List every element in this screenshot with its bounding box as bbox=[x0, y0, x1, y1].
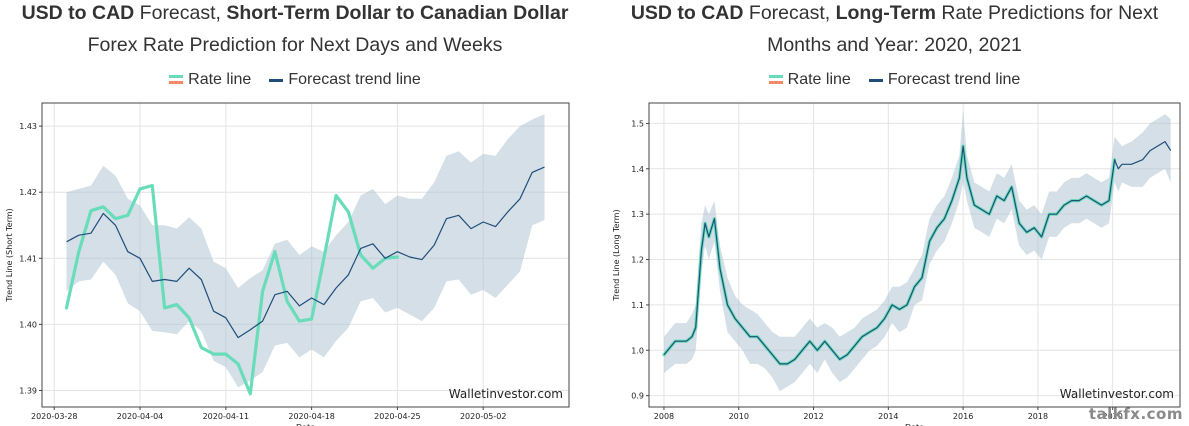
rate-line bbox=[64, 184, 399, 396]
y-axis-label: Trend Line (Long Term) bbox=[612, 209, 621, 301]
x-tick-label: 2020-04-25 bbox=[374, 412, 421, 421]
x-tick-label: 2008 bbox=[654, 412, 674, 421]
rate-line-swatch bbox=[768, 74, 783, 86]
y-tick-label: 1.43 bbox=[19, 122, 37, 131]
x-axis-label: Date bbox=[905, 423, 924, 426]
y-tick-label: 1.1 bbox=[631, 301, 644, 310]
site-watermark: talkfx.com bbox=[1088, 405, 1183, 423]
short-term-plot: 1.39 1.40 1.41 1.42 1.43 2020-03-28 2020-04-04… bbox=[5, 102, 570, 426]
legend-rate-line[interactable]: Rate line bbox=[169, 71, 251, 89]
rate-line-swatch bbox=[169, 74, 184, 86]
y-tick-label: 1.40 bbox=[19, 320, 37, 329]
x-tick-label: 2016 bbox=[953, 412, 973, 421]
trend-line-swatch bbox=[868, 74, 883, 86]
long-chart-title-line2: Months and Year: 2020, 2021 bbox=[767, 34, 1022, 56]
x-tick-label: 2020-04-11 bbox=[203, 412, 250, 421]
x-tick-label: 2020-03-28 bbox=[31, 412, 78, 421]
y-tick-label: 1.5 bbox=[631, 119, 644, 128]
y-tick-label: 1.39 bbox=[19, 386, 37, 395]
plot-frame bbox=[41, 102, 570, 408]
short-chart-title-line1: USD to CAD Forecast, Short-Term Dollar t… bbox=[21, 2, 569, 24]
confidence-band bbox=[664, 109, 1171, 392]
long-term-plot: 0.9 1.0 1.1 1.2 1.3 1.4 1.5 2008 2010 2012 2014 201… bbox=[612, 102, 1181, 426]
legend-rate-line[interactable]: Rate line bbox=[768, 71, 851, 89]
x-tick-label: 2020-05-02 bbox=[460, 412, 507, 421]
y-tick-label: 1.0 bbox=[631, 346, 644, 355]
y-tick-label: 0.9 bbox=[631, 392, 644, 401]
x-axis-label: Date bbox=[296, 423, 315, 426]
y-tick-label: 1.2 bbox=[631, 256, 644, 265]
x-tick-label: 2018 bbox=[1028, 412, 1048, 421]
x-tick-label: 2012 bbox=[803, 412, 823, 421]
confidence-band bbox=[66, 114, 545, 388]
y-tick-label: 1.42 bbox=[19, 188, 37, 197]
y-tick-label: 1.4 bbox=[631, 165, 644, 174]
short-chart-legend: Rate line Forecast trend line bbox=[0, 71, 590, 89]
y-tick-label: 1.3 bbox=[631, 210, 644, 219]
forecast-trend-line bbox=[66, 166, 545, 339]
x-tick-label: 2020-04-18 bbox=[288, 412, 335, 421]
long-chart-title-line1: USD to CAD Forecast, Long-Term Rate Pred… bbox=[630, 2, 1159, 24]
long-chart-legend: Rate line Forecast trend line bbox=[600, 71, 1189, 89]
x-tick-label: 2020-04-04 bbox=[117, 412, 164, 421]
short-chart-title-line2: Forex Rate Prediction for Next Days and … bbox=[87, 34, 503, 56]
legend-forecast-trend-line[interactable]: Forecast trend line bbox=[269, 71, 421, 89]
plot-frame bbox=[648, 102, 1181, 408]
x-tick-label: 2014 bbox=[878, 412, 898, 421]
trend-line-swatch bbox=[269, 74, 284, 86]
y-tick-label: 1.41 bbox=[19, 254, 37, 263]
plot-watermark: Walletinvestor.com bbox=[449, 387, 563, 401]
legend-forecast-trend-line[interactable]: Forecast trend line bbox=[868, 71, 1020, 89]
x-tick-label: 2020 bbox=[1103, 412, 1123, 421]
plot-watermark: Walletinvestor.com bbox=[1060, 387, 1174, 401]
x-tick-label: 2010 bbox=[729, 412, 749, 421]
forecast-trend-line bbox=[663, 141, 1172, 365]
y-axis-label: Trend Line (Short Term) bbox=[5, 208, 14, 302]
